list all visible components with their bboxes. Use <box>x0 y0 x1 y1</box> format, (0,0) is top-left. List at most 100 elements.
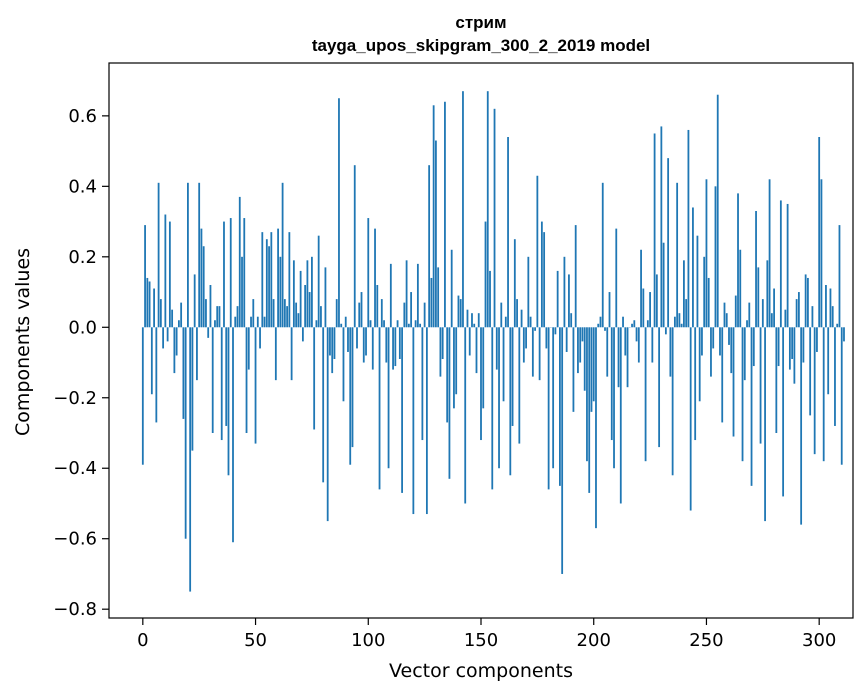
x-tick-label: 200 <box>577 630 611 651</box>
x-tick-label: 150 <box>464 630 498 651</box>
bar <box>183 327 185 419</box>
bar <box>830 289 832 328</box>
bar <box>579 327 581 362</box>
bar <box>552 327 554 468</box>
bar <box>748 303 750 328</box>
bar <box>268 246 270 327</box>
bar <box>577 327 579 373</box>
bar <box>789 327 791 369</box>
x-axis-label: Vector components <box>389 660 573 682</box>
bar <box>363 327 365 362</box>
bar <box>679 313 681 327</box>
bar <box>818 137 820 327</box>
bar <box>805 274 807 327</box>
bar <box>297 313 299 327</box>
bar <box>726 313 728 327</box>
bar <box>449 327 451 479</box>
bar <box>787 204 789 327</box>
bar <box>313 327 315 429</box>
x-tick-label: 50 <box>244 630 267 651</box>
bar <box>410 292 412 327</box>
y-tick-label: 0.2 <box>68 247 97 268</box>
bar <box>649 292 651 327</box>
bar <box>654 133 656 327</box>
bar <box>428 165 430 327</box>
bar <box>586 327 588 461</box>
bar <box>564 257 566 327</box>
bar <box>541 222 543 328</box>
bar <box>676 183 678 327</box>
bar <box>782 327 784 496</box>
bar <box>757 267 759 327</box>
bar <box>426 327 428 514</box>
bar <box>171 310 173 328</box>
bar <box>408 324 410 328</box>
bar <box>737 193 739 327</box>
bar <box>309 292 311 327</box>
bar <box>658 327 660 447</box>
bar <box>383 320 385 327</box>
bar <box>300 271 302 327</box>
bar <box>293 260 295 327</box>
bar <box>636 327 638 341</box>
bar <box>189 327 191 591</box>
chart-subtitle: tayga_upos_skipgram_300_2_2019 model <box>312 36 650 55</box>
bar <box>212 327 214 433</box>
bar <box>176 327 178 355</box>
bar <box>518 327 520 443</box>
bar <box>302 327 304 341</box>
bar <box>633 320 635 327</box>
bar <box>336 299 338 327</box>
bar <box>374 229 376 328</box>
bar <box>167 327 169 341</box>
bar <box>602 183 604 327</box>
bar <box>155 327 157 422</box>
bar <box>823 327 825 461</box>
bar <box>347 327 349 352</box>
bar <box>320 306 322 327</box>
bar <box>192 327 194 450</box>
bar <box>158 183 160 327</box>
bar <box>692 207 694 327</box>
bar <box>640 250 642 328</box>
bar <box>827 327 829 394</box>
x-tick-label: 300 <box>802 630 836 651</box>
bar <box>622 317 624 328</box>
bar <box>584 327 586 390</box>
bar <box>196 327 198 380</box>
bar <box>219 306 221 327</box>
bar <box>246 327 248 433</box>
bar <box>509 327 511 475</box>
bar <box>816 327 818 352</box>
bar <box>194 274 196 327</box>
bar <box>442 327 444 359</box>
bar <box>588 327 590 493</box>
bar <box>780 200 782 327</box>
bar <box>451 250 453 328</box>
bar <box>843 327 845 341</box>
bar <box>173 327 175 373</box>
bar <box>760 327 762 443</box>
bar <box>669 327 671 376</box>
bar <box>248 327 250 369</box>
bar <box>557 271 559 327</box>
bar <box>331 327 333 373</box>
bar <box>796 299 798 327</box>
bar <box>708 278 710 327</box>
bar <box>615 229 617 328</box>
bar <box>257 317 259 328</box>
bar <box>469 327 471 355</box>
bar <box>793 327 795 383</box>
bar <box>503 327 505 401</box>
bar <box>685 299 687 327</box>
y-tick-label: −0.2 <box>53 388 97 409</box>
bar <box>534 327 536 331</box>
bar <box>697 236 699 328</box>
bar <box>523 327 525 362</box>
bar <box>771 313 773 327</box>
bar <box>591 327 593 412</box>
bar <box>536 176 538 328</box>
bar <box>462 91 464 327</box>
